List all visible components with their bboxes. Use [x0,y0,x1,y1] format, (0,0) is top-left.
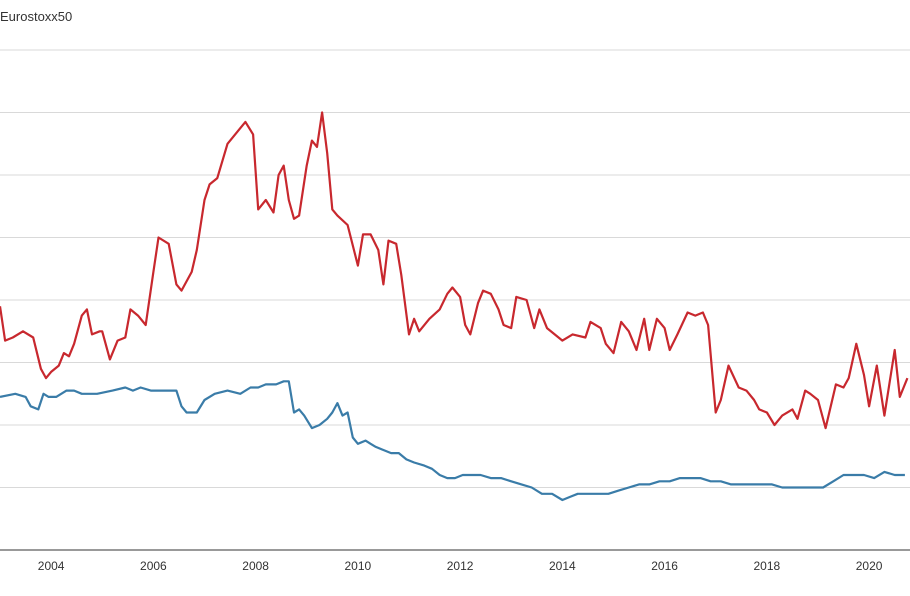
x-tick-label: 2018 [754,559,781,573]
x-tick-label: 2016 [651,559,678,573]
x-tick-label: 2010 [345,559,372,573]
series-line-1 [0,380,905,502]
legend-label: Eurostoxx50 [0,9,73,24]
x-tick-label: 2008 [242,559,269,573]
x-tick-label: 2014 [549,559,576,573]
x-tick-label: 2006 [140,559,167,573]
x-tick-label: 2020 [856,559,883,573]
x-tick-label: 2012 [447,559,474,573]
series-line-0 [0,111,909,430]
x-tick-label: 2004 [38,559,65,573]
